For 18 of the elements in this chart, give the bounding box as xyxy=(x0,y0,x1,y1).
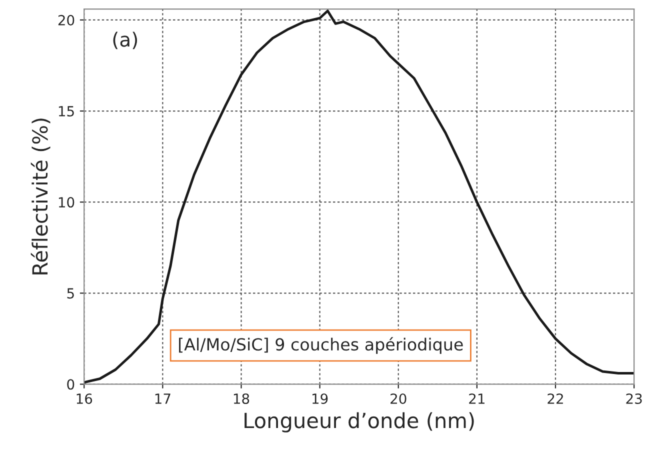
y-tick-label: 20 xyxy=(58,14,74,26)
x-tick-label: 22 xyxy=(548,393,563,404)
x-tick-label: 21 xyxy=(469,393,484,404)
x-tick-label: 16 xyxy=(76,393,92,404)
y-tick-label: 15 xyxy=(58,106,74,116)
y-axis-title: Réflectivité (%) xyxy=(30,118,50,274)
annotation: (a) xyxy=(113,32,138,50)
line-series xyxy=(84,10,634,384)
y-tick-label: 0 xyxy=(67,379,74,390)
x-axis-title: Longueur d’onde (nm) xyxy=(244,412,474,432)
x-tick-label: 19 xyxy=(312,393,328,404)
annotation: [Al/Mo/SiC] 9 couches apériodique xyxy=(179,337,463,354)
x-tick-label: 18 xyxy=(234,393,250,404)
y-tick-label: 5 xyxy=(67,288,74,299)
x-tick-label: 17 xyxy=(155,394,170,404)
x-tick-label: 20 xyxy=(390,393,406,404)
y-tick-label: 10 xyxy=(58,197,74,208)
x-tick-label: 23 xyxy=(626,393,642,404)
